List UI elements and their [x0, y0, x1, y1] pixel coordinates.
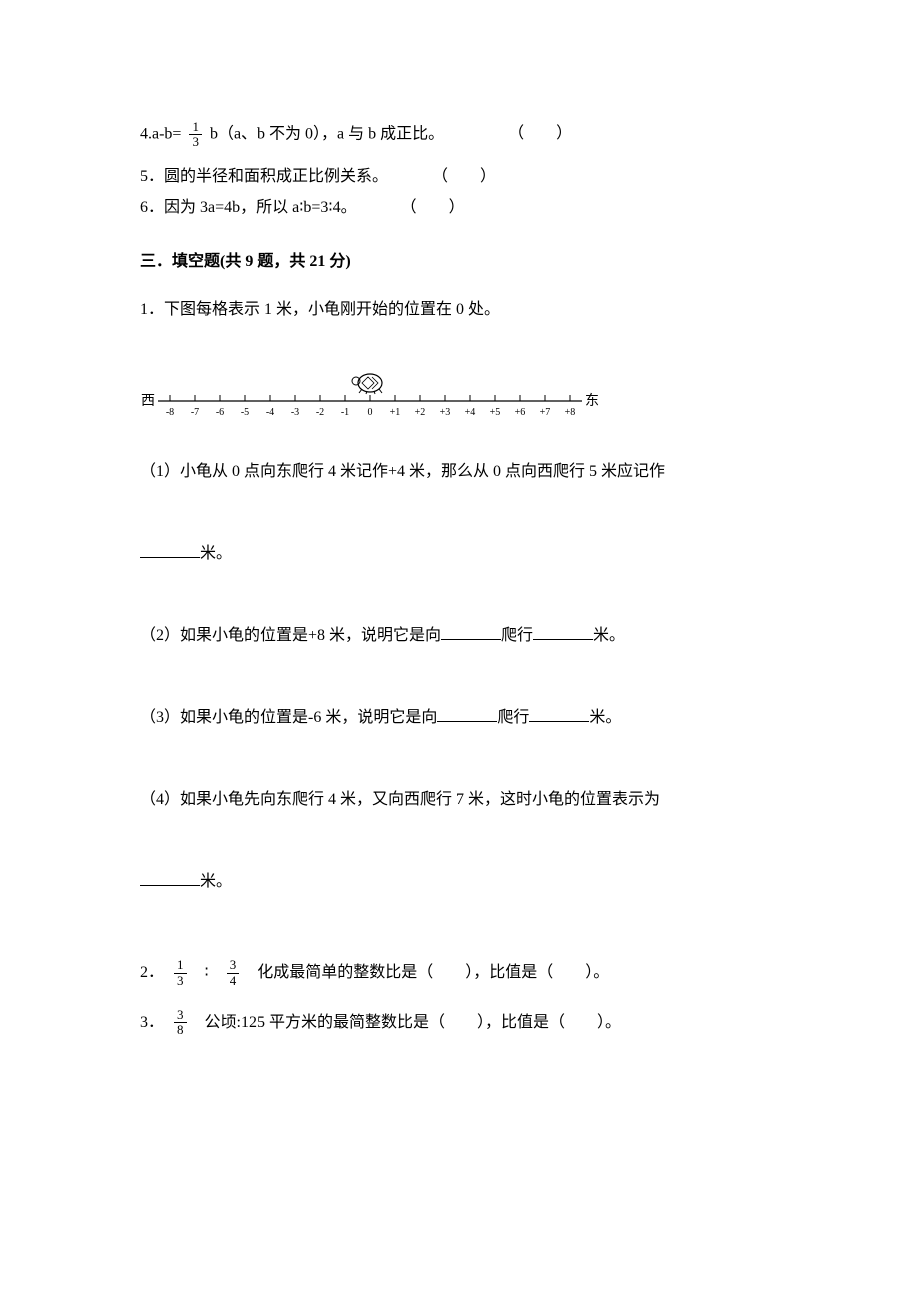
frac-num: 3 [174, 1008, 187, 1023]
q3-1-sub2-mid: 爬行 [501, 627, 533, 644]
ratio-colon: ∶ [205, 960, 209, 986]
q4-paren: （ ） [508, 125, 572, 142]
frac-den: 3 [189, 135, 202, 149]
frac-num: 1 [189, 120, 202, 135]
question-6: 6．因为 3a=4b，所以 a∶b=3∶4。 （ ） [140, 195, 780, 221]
svg-text:-4: -4 [266, 407, 274, 418]
frac-1-3b: 1 3 [174, 958, 187, 988]
svg-text:+2: +2 [415, 407, 426, 418]
svg-text:+7: +7 [540, 407, 551, 418]
q3-2-prefix: 2． [140, 960, 164, 986]
svg-text:+4: +4 [465, 407, 476, 418]
frac-den: 8 [174, 1023, 187, 1037]
svg-text:-7: -7 [191, 407, 199, 418]
page-content: 4.a-b= 1 3 b（a、b 不为 0），a 与 b 成正比。 （ ） 5．… [0, 0, 920, 1078]
blank-field [140, 542, 200, 558]
q3-1-sub4-a: （4）如果小龟先向东爬行 4 米，又向西爬行 7 米，这时小龟的位置表示为 [140, 791, 660, 808]
svg-text:西: 西 [141, 394, 155, 409]
q3-3-prefix: 3． [140, 1010, 164, 1036]
svg-text:-5: -5 [241, 407, 249, 418]
svg-text:+6: +6 [515, 407, 526, 418]
svg-text:-8: -8 [166, 407, 174, 418]
frac-1-3: 1 3 [189, 120, 202, 150]
q4-prefix: 4.a-b= [140, 125, 181, 142]
blank-field [140, 870, 200, 886]
blank-field [529, 706, 589, 722]
q3-1-sub2: （2）如果小龟的位置是+8 米，说明它是向 爬行 米。 [140, 620, 780, 652]
svg-text:+8: +8 [565, 407, 576, 418]
q6-text: 6．因为 3a=4b，所以 a∶b=3∶4。 [140, 199, 357, 216]
frac-num: 3 [227, 958, 240, 973]
q4-suffix: b（a、b 不为 0），a 与 b 成正比。 [210, 125, 444, 142]
blank-field [441, 624, 501, 640]
q3-1-sub4-end: 米。 [200, 873, 232, 890]
q3-1-sub4-blankline: 米。 [140, 866, 780, 898]
question-4: 4.a-b= 1 3 b（a、b 不为 0），a 与 b 成正比。 （ ） [140, 120, 780, 150]
q3-1-sub4: （4）如果小龟先向东爬行 4 米，又向西爬行 7 米，这时小龟的位置表示为 [140, 784, 780, 816]
q5-text: 5．圆的半径和面积成正比例关系。 [140, 168, 388, 185]
svg-text:-2: -2 [316, 407, 324, 418]
svg-text:+5: +5 [490, 407, 501, 418]
svg-text:-6: -6 [216, 407, 224, 418]
svg-text:东: 东 [585, 393, 599, 409]
svg-text:+1: +1 [390, 407, 401, 418]
section-3-title: 三．填空题(共 9 题，共 21 分) [140, 249, 780, 275]
svg-text:0: 0 [368, 407, 373, 418]
frac-num: 1 [174, 958, 187, 973]
svg-text:+3: +3 [440, 407, 451, 418]
q3-1-sub2-end: 米。 [593, 627, 625, 644]
question-3-3: 3． 3 8 公顷:125 平方米的最简整数比是（ ），比值是（ ）。 [140, 1008, 780, 1038]
number-line-svg: -8 -7 -6 -5 -4 -3 -2 -1 0 +1 +2 +3 +4 +5 +6 +7 +8 西 东 [140, 356, 600, 426]
number-line-diagram: -8 -7 -6 -5 -4 -3 -2 -1 0 +1 +2 +3 +4 +5 +6 +7 +8 西 东 [140, 356, 780, 426]
svg-text:-1: -1 [341, 407, 349, 418]
q3-1-sub2-a: （2）如果小龟的位置是+8 米，说明它是向 [140, 627, 441, 644]
question-3-2: 2． 1 3 ∶ 3 4 化成最简单的整数比是（ ），比值是（ ）。 [140, 958, 780, 988]
q3-1-sub1-a: （1）小龟从 0 点向东爬行 4 米记作+4 米，那么从 0 点向西爬行 5 米… [140, 463, 665, 480]
svg-text:-3: -3 [291, 407, 299, 418]
q3-1-sub3-end: 米。 [589, 709, 621, 726]
q3-1-sub1-blankline: 米。 [140, 538, 780, 570]
q3-1-intro: 1．下图每格表示 1 米，小龟刚开始的位置在 0 处。 [140, 294, 780, 326]
q3-1-sub1: （1）小龟从 0 点向东爬行 4 米记作+4 米，那么从 0 点向西爬行 5 米… [140, 456, 780, 488]
frac-den: 3 [174, 974, 187, 988]
q3-1-sub3-mid: 爬行 [497, 709, 529, 726]
q3-3-suffix: 公顷:125 平方米的最简整数比是（ ），比值是（ ）。 [205, 1010, 621, 1036]
blank-field [437, 706, 497, 722]
q3-1-sub3-a: （3）如果小龟的位置是-6 米，说明它是向 [140, 709, 437, 726]
blank-field [533, 624, 593, 640]
question-5: 5．圆的半径和面积成正比例关系。 （ ） [140, 164, 780, 190]
frac-den: 4 [227, 974, 240, 988]
q6-paren: （ ） [401, 199, 465, 216]
frac-3-4: 3 4 [227, 958, 240, 988]
frac-3-8: 3 8 [174, 1008, 187, 1038]
q3-2-suffix: 化成最简单的整数比是（ ），比值是（ ）。 [257, 960, 609, 986]
q3-1-sub1-end: 米。 [200, 545, 232, 562]
q5-paren: （ ） [432, 168, 496, 185]
q3-1-sub3: （3）如果小龟的位置是-6 米，说明它是向 爬行 米。 [140, 702, 780, 734]
